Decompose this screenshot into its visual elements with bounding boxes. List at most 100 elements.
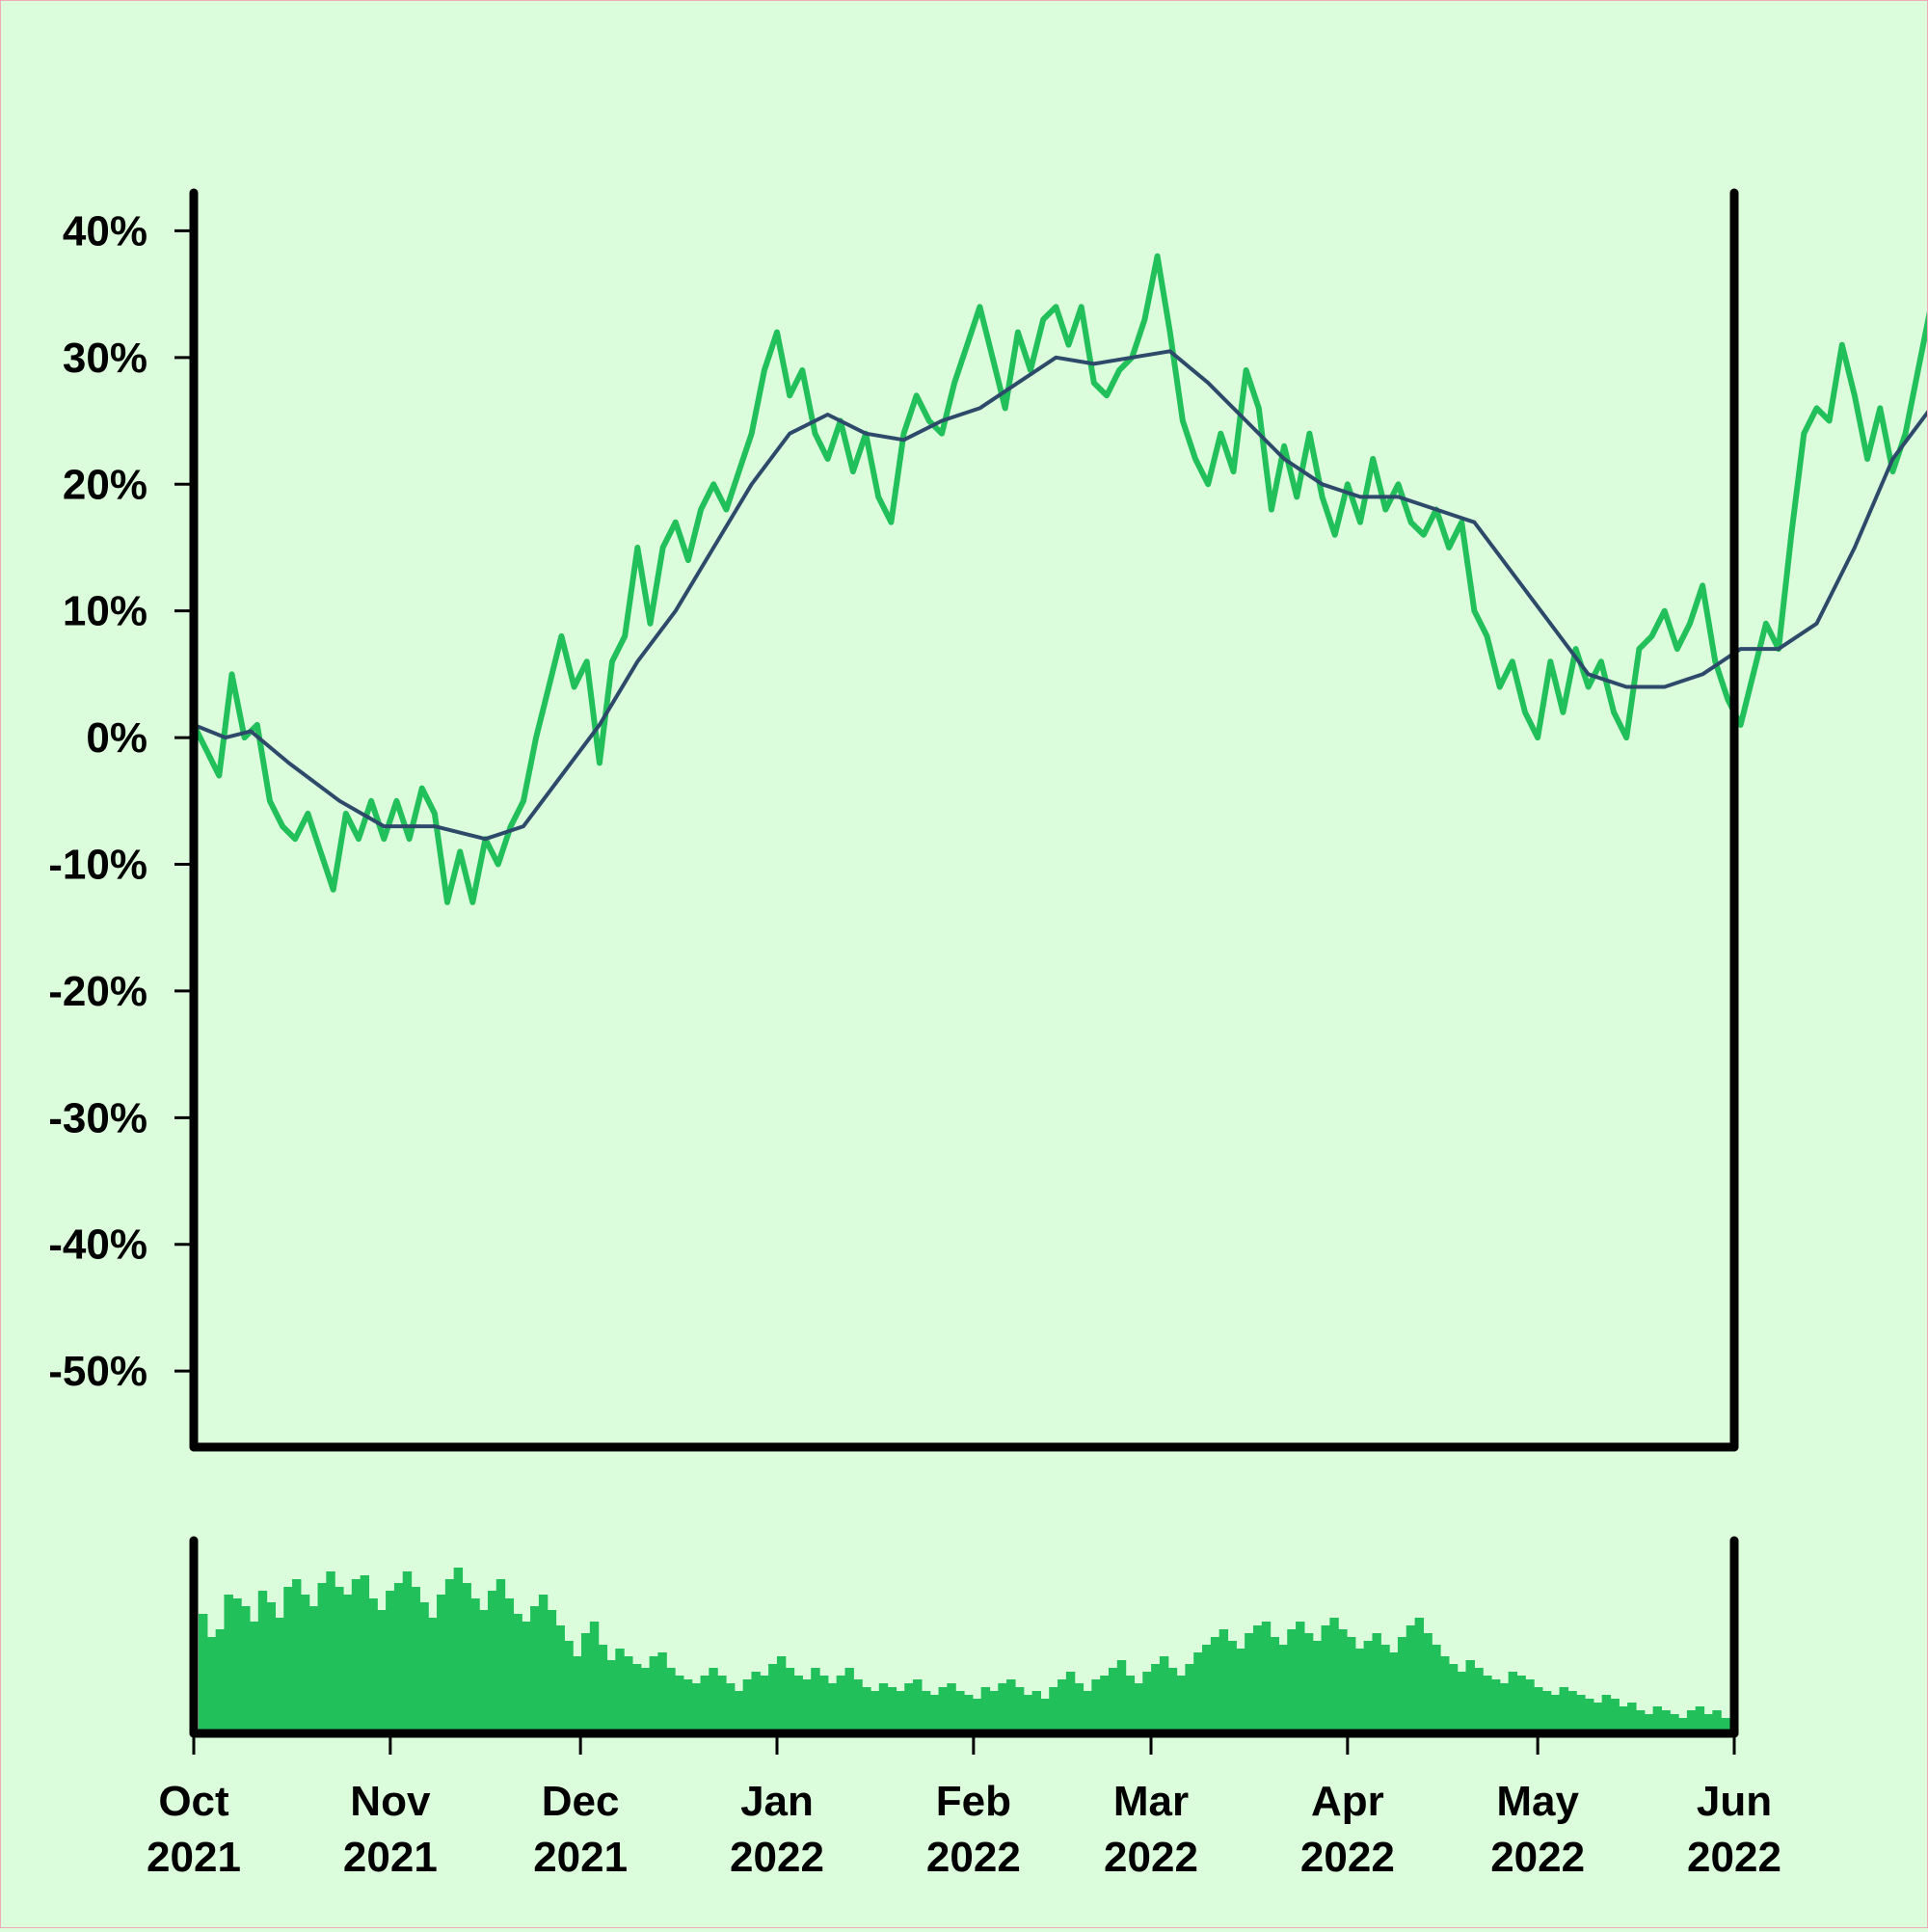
volume-bar [709,1668,718,1733]
price-series-group [191,253,1928,905]
volume-bar [929,1695,940,1733]
volume-bar [402,1571,413,1733]
volume-bar [1202,1645,1212,1733]
x-tick-month-label: Oct [158,1778,229,1825]
y-axis-ticks: 40% 30% 20% 10% 0% -10% -20% -30% -40% -50% [48,207,194,1395]
volume-bar [1083,1691,1092,1733]
volume-bar [351,1579,362,1733]
volume-bar [1380,1645,1390,1733]
volume-bar [844,1668,854,1733]
volume-bar [249,1622,259,1733]
volume-bar [1465,1660,1475,1733]
volume-bar [1151,1664,1161,1733]
volume-bar [1193,1652,1203,1733]
volume-bar [326,1571,335,1733]
y-tick-label: 0% [86,714,147,762]
volume-bar [1006,1679,1016,1733]
volume-bar [377,1610,387,1733]
volume-bar [1091,1679,1101,1733]
volume-bar [870,1691,880,1733]
volume-bar [666,1668,676,1733]
volume-bar [1610,1699,1620,1733]
volume-bar [1432,1645,1441,1733]
price-panel-frame [189,188,1739,1452]
x-tick-month-label: May [1496,1778,1579,1825]
volume-bar [913,1679,923,1733]
volume-bar [342,1595,353,1733]
volume-bar [1585,1699,1594,1733]
volume-bar [1670,1714,1679,1733]
x-tick-year-label: 2022 [1104,1834,1198,1881]
volume-bar [785,1668,795,1733]
volume-bar [1423,1633,1433,1733]
volume-bar [1661,1710,1671,1733]
moving-average-line [192,349,1928,842]
volume-bar [522,1622,531,1733]
y-tick-label: -50% [48,1348,147,1395]
volume-bar [598,1645,608,1733]
volume-bar [1347,1637,1356,1733]
volume-bar [631,1664,642,1733]
volume-bar [513,1614,522,1733]
volume-bar [368,1598,378,1733]
volume-bar [300,1595,310,1733]
volume-bar [811,1668,820,1733]
volume-bar [1321,1625,1330,1733]
volume-bar [257,1591,268,1733]
volume-bar [1534,1687,1543,1733]
y-tick-label: 20% [63,461,147,508]
volume-bar [1457,1672,1467,1733]
volume-bar [1363,1641,1374,1733]
volume-bar [938,1687,948,1733]
x-tick-year-label: 2022 [1490,1834,1585,1881]
volume-bar [1176,1676,1186,1733]
volume-bar [921,1691,931,1733]
x-tick-year-label: 2021 [533,1834,628,1881]
x-tick-month-label: Apr [1311,1778,1384,1825]
volume-bar [1397,1637,1407,1733]
x-tick-year-label: 2022 [730,1834,824,1881]
volume-bar [1721,1718,1730,1733]
volume-bar [640,1668,651,1733]
volume-bar [878,1683,889,1733]
volume-bar [275,1618,284,1733]
volume-bar [989,1691,999,1733]
volume-bar [1278,1645,1288,1733]
volume-bar [1712,1710,1722,1733]
volume-bar [360,1575,370,1733]
volume-bar [1100,1676,1110,1733]
volume-bar [1159,1656,1169,1733]
price-line [191,253,1928,905]
volume-bar [393,1583,404,1733]
x-tick-month-label: Mar [1113,1778,1189,1825]
y-tick-label: -10% [48,841,147,888]
volume-bar [283,1587,293,1733]
volume-bar [1049,1687,1058,1733]
volume-bar [1567,1691,1577,1733]
volume-bar [1252,1625,1263,1733]
volume-bar [1125,1676,1136,1733]
y-tick-label: -40% [48,1221,147,1269]
volume-bar [1678,1718,1688,1733]
volume-bar [1703,1714,1713,1733]
x-tick-month-label: Nov [350,1778,431,1825]
price-panel: 40% 30% 20% 10% 0% -10% -20% -30% -40% -50% [48,188,1928,1452]
volume-bar [1499,1683,1510,1733]
volume-bar [1406,1625,1416,1733]
x-tick-year-label: 2021 [147,1834,241,1881]
volume-bar [972,1699,982,1733]
volume-bar [1414,1618,1424,1733]
volume-bar [802,1679,812,1733]
volume-bar [1303,1633,1314,1733]
volume-bar [1167,1668,1178,1733]
volume-bar [487,1591,497,1733]
volume-bar [386,1591,395,1733]
volume-bar [1142,1672,1152,1733]
y-tick-label: -30% [48,1094,147,1141]
volume-bar [1245,1633,1254,1733]
volume-bar [1389,1652,1399,1733]
volume-bar [657,1652,667,1733]
volume-bar [734,1691,744,1733]
volume-bar [980,1687,991,1733]
